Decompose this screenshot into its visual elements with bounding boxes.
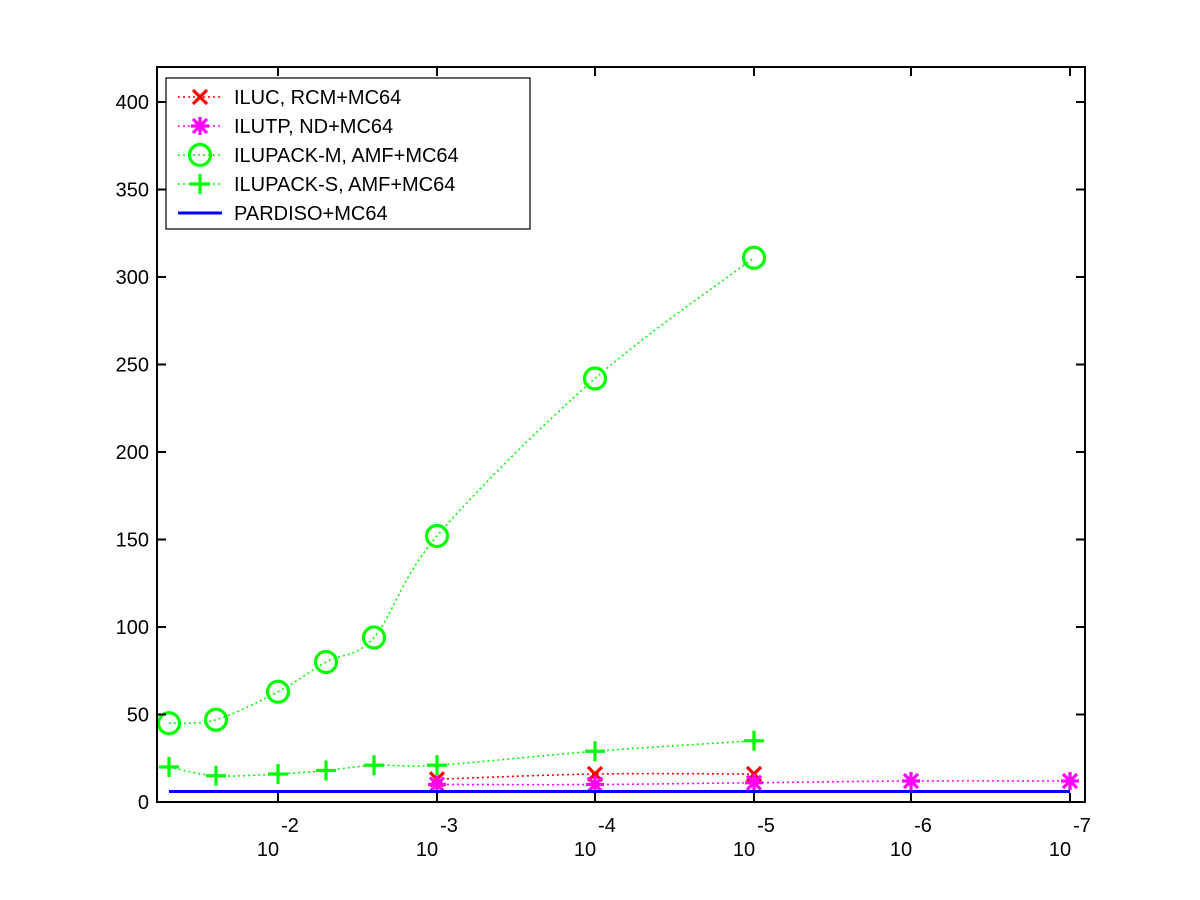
point-1-0 (428, 775, 446, 794)
point-2-3 (313, 649, 339, 675)
legend-marker-1 (191, 117, 209, 135)
legend-marker-0 (191, 88, 209, 106)
point-2-7 (741, 245, 767, 270)
legend-item-3: ILUPACK-S, AMF+MC64 (178, 174, 455, 196)
series-layer (156, 245, 1079, 794)
legend-label-2: ILUPACK-M, AMF+MC64 (234, 145, 459, 167)
point-3-7 (744, 730, 764, 751)
legend-label-3: ILUPACK-S, AMF+MC64 (234, 174, 455, 196)
point-3-0 (159, 757, 179, 777)
point-3-3 (316, 760, 336, 781)
y-tick-label-0: 0 (138, 792, 149, 814)
point-2-6 (582, 366, 608, 391)
point-2-0 (156, 711, 182, 736)
legend-label-4: PARDISO+MC64 (234, 203, 388, 225)
point-3-2 (268, 764, 288, 784)
axes-layer: 05010015020025030035040010-210-310-410-5… (116, 66, 1091, 861)
y-tick-label-4: 200 (116, 442, 149, 464)
series-line-2 (168, 257, 755, 725)
x-tick-label-base-0: 10 (257, 839, 279, 861)
x-tick-label-exp-3: -5 (757, 815, 775, 837)
x-tick-label-base-4: 10 (890, 839, 912, 861)
point-3-5 (427, 755, 447, 776)
point-2-4 (361, 625, 387, 650)
legend-item-1: ILUTP, ND+MC64 (178, 116, 393, 138)
x-tick-label-exp-1: -3 (440, 815, 458, 837)
legend-box (165, 77, 531, 230)
x-tick-label-exp-5: -7 (1073, 815, 1091, 837)
series-3 (159, 730, 764, 786)
legend-item-4: PARDISO+MC64 (178, 203, 388, 225)
y-tick-label-3: 150 (116, 530, 149, 552)
point-1-3 (902, 772, 920, 790)
point-1-2 (745, 773, 763, 792)
x-tick-label-exp-2: -4 (598, 815, 616, 837)
legend-marker-3 (190, 174, 210, 194)
plot-frame (156, 66, 1086, 803)
legend-marker-2 (187, 142, 213, 168)
series-1 (428, 772, 1079, 794)
y-tick-label-7: 350 (116, 180, 149, 202)
y-tick-label-6: 300 (116, 267, 149, 289)
x-tick-label-exp-4: -6 (914, 815, 932, 837)
legend-label-1: ILUTP, ND+MC64 (234, 116, 393, 138)
point-3-4 (364, 755, 384, 776)
point-3-1 (206, 765, 226, 786)
point-2-2 (265, 679, 291, 704)
x-tick-label-base-1: 10 (416, 839, 438, 861)
point-1-4 (1061, 772, 1079, 790)
point-3-6 (585, 741, 605, 762)
legend-item-0: ILUC, RCM+MC64 (178, 87, 401, 109)
y-tick-label-5: 250 (116, 355, 149, 377)
y-tick-label-2: 100 (116, 617, 149, 639)
y-tick-label-1: 50 (127, 705, 149, 727)
series-2 (156, 245, 767, 736)
y-tick-label-8: 400 (116, 92, 149, 114)
legend-label-0: ILUC, RCM+MC64 (234, 87, 401, 109)
legend: ILUC, RCM+MC64 ILUTP, ND+MC64 ILUPACK-M, A… (165, 77, 531, 230)
x-tick-label-base-2: 10 (574, 839, 596, 861)
x-tick-label-base-5: 10 (1049, 839, 1071, 861)
point-2-5 (424, 523, 450, 549)
legend-item-2: ILUPACK-M, AMF+MC64 (178, 142, 459, 168)
x-tick-label-base-3: 10 (733, 839, 755, 861)
x-tick-label-exp-0: -2 (281, 815, 299, 837)
point-2-1 (203, 707, 229, 732)
